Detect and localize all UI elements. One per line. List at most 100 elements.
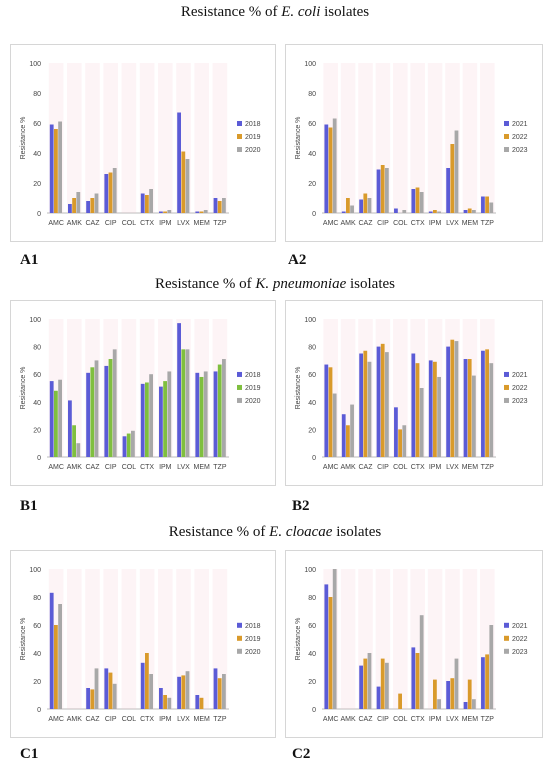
bar-amc-2018 [49, 381, 54, 457]
bar-lvx-2022 [450, 339, 455, 457]
bar-ipm-2023 [437, 376, 441, 457]
category-band [212, 63, 228, 213]
bar-ctx-2021 [411, 353, 416, 457]
x-tick-label: TZP [481, 220, 495, 227]
category-band [340, 569, 356, 709]
bar-caz-2023 [367, 361, 372, 457]
bar-cip-2020 [112, 683, 117, 709]
y-tick-label: 20 [33, 679, 41, 686]
bar-ipm-2022 [433, 210, 437, 213]
x-tick-label: MEM [462, 464, 479, 471]
category-band [480, 63, 495, 213]
category-band [67, 569, 82, 709]
bar-col-2022 [398, 429, 402, 457]
legend-swatch [504, 147, 509, 152]
y-tick-label: 0 [312, 455, 316, 462]
bar-col-2023 [402, 210, 407, 213]
y-tick-label: 100 [29, 61, 41, 68]
x-tick-label: AMC [323, 464, 339, 471]
x-tick-label: LVX [446, 220, 459, 227]
legend-label: 2023 [512, 147, 528, 154]
chart-A1-frame: 0 20 40 60 80 100 Resistance % AMC AMK CAZ CIP COL C… [10, 44, 276, 242]
bar-mem-2020 [203, 371, 208, 457]
bar-lvx-2022 [450, 144, 455, 213]
chart-B2-frame: 0 20 40 60 80 100 Resistance % AMC AMK CAZ CIP COL C… [285, 300, 543, 486]
y-tick-label: 40 [308, 400, 316, 407]
x-tick-label: LVX [177, 220, 190, 227]
legend-label: 2018 [245, 623, 261, 630]
bar-ctx-2018 [140, 662, 145, 709]
x-tick-label: COL [393, 464, 408, 471]
bar-caz-2018 [86, 201, 90, 213]
x-tick-label: CIP [105, 464, 117, 471]
bar-cip-2018 [104, 365, 109, 457]
x-tick-label: CIP [377, 464, 389, 471]
x-tick-label: CAZ [359, 464, 374, 471]
bar-col-2020 [131, 430, 135, 457]
bar-mem-2023 [471, 699, 476, 709]
legend-label: 2022 [512, 134, 528, 141]
bar-ctx-2022 [415, 187, 420, 213]
bar-amk-2022 [346, 198, 350, 213]
bar-tzp-2023 [489, 625, 494, 709]
bar-lvx-2021 [446, 168, 451, 213]
y-tick-label: 40 [33, 400, 41, 407]
legend-label: 2022 [512, 385, 528, 392]
legend-swatch [237, 635, 242, 641]
category-band [194, 569, 209, 709]
y-tick-label: 60 [33, 623, 41, 630]
legend-swatch [504, 121, 509, 126]
bar-ipm-2019 [163, 695, 167, 709]
bar-tzp-2021 [481, 196, 485, 213]
bar-lvx-2018 [177, 323, 181, 457]
bar-ctx-2018 [140, 383, 145, 457]
category-band [67, 63, 82, 213]
y-tick-label: 100 [304, 567, 316, 574]
bar-mem-2022 [467, 208, 472, 213]
x-tick-label: CAZ [359, 220, 374, 227]
y-axis-label: Resistance % [295, 117, 302, 160]
bar-amk-2020 [76, 443, 81, 457]
bar-tzp-2020 [222, 674, 226, 709]
bar-tzp-2019 [217, 678, 222, 709]
bar-caz-2018 [86, 688, 90, 709]
legend-swatch [504, 648, 509, 654]
category-band [358, 63, 373, 213]
y-tick-label: 60 [308, 372, 316, 379]
y-tick-label: 100 [29, 317, 41, 324]
bar-caz-2019 [90, 198, 95, 213]
x-tick-label: AMC [323, 716, 339, 723]
y-tick-label: 80 [308, 345, 316, 352]
bar-amc-2022 [328, 367, 333, 457]
panel-label-B2: B2 [292, 498, 310, 514]
bar-mem-2018 [195, 695, 200, 709]
title-organism: E. coli [281, 4, 321, 20]
chart-C1-frame: 0 20 40 60 80 100 Resistance % AMC AMK CAZ CIP COL C… [10, 550, 276, 738]
x-tick-label: AMK [341, 220, 357, 227]
bar-amk-2021 [341, 414, 346, 457]
x-tick-label: TZP [213, 716, 227, 723]
bar-amc-2023 [332, 393, 337, 457]
category-band [462, 569, 478, 709]
x-tick-label: IPM [429, 716, 442, 723]
legend-label: 2019 [245, 134, 261, 141]
bar-lvx-2019 [181, 675, 186, 709]
y-tick-label: 80 [308, 91, 316, 98]
bar-caz-2021 [359, 353, 364, 457]
bar-ctx-2020 [149, 189, 153, 213]
bar-amk-2021 [341, 211, 346, 213]
bar-lvx-2023 [454, 341, 459, 457]
y-tick-label: 20 [308, 679, 316, 686]
y-tick-label: 100 [304, 61, 316, 68]
legend-swatch [504, 134, 509, 139]
bar-col-2019 [126, 433, 131, 457]
x-tick-label: COL [122, 464, 137, 471]
bar-cip-2021 [376, 346, 381, 457]
bar-amc-2021 [324, 584, 329, 709]
y-tick-label: 40 [33, 151, 41, 158]
bar-mem-2020 [203, 210, 208, 213]
bar-mem-2019 [199, 211, 204, 213]
bar-amk-2018 [68, 204, 72, 213]
bar-cip-2018 [104, 668, 109, 709]
legend-label: 2020 [245, 649, 261, 656]
